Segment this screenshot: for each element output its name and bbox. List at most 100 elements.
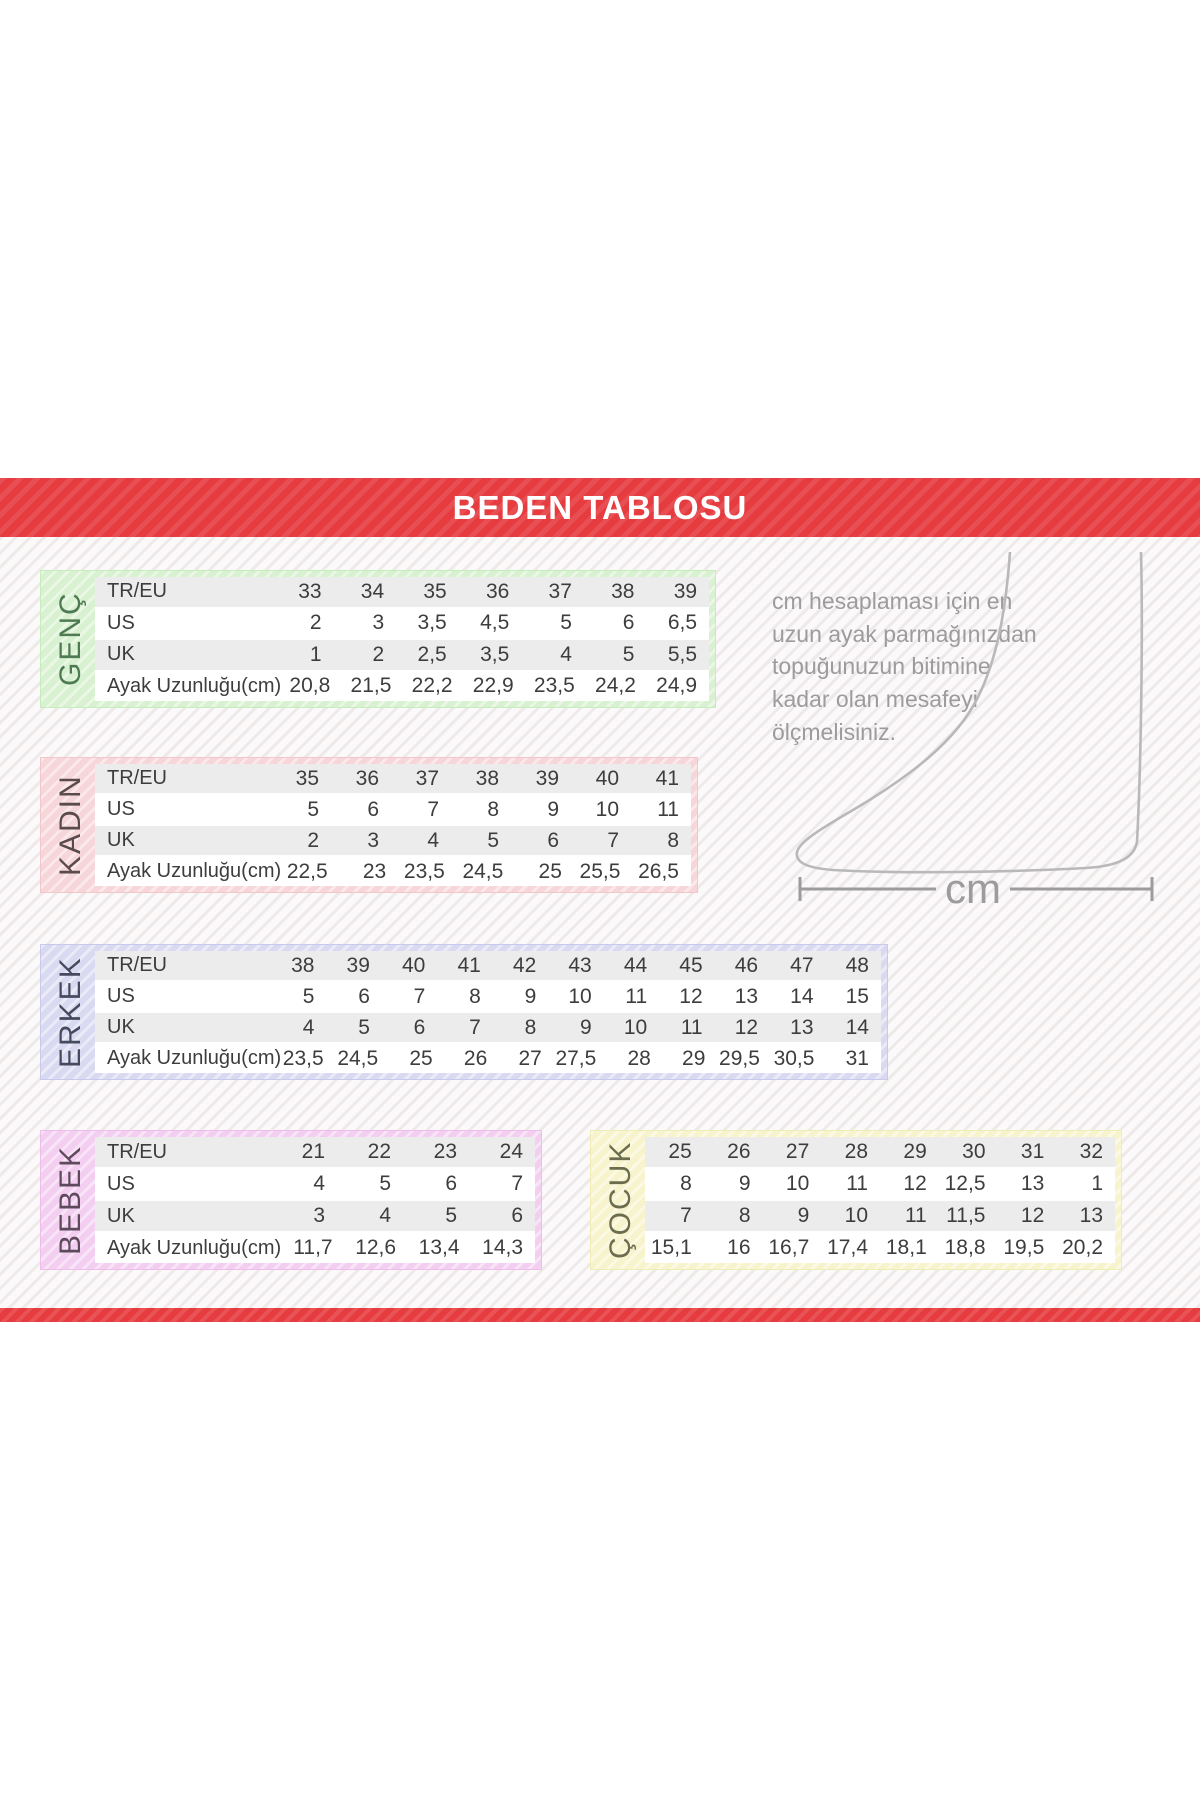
size-value: 6 bbox=[413, 1015, 426, 1039]
size-value: 4 bbox=[560, 642, 572, 666]
size-value: 28 bbox=[844, 1140, 868, 1163]
measurement-instruction: cm hesaplaması için en uzun ayak parmağı… bbox=[772, 588, 1037, 745]
size-value: 10 bbox=[844, 1204, 868, 1227]
size-value: 7 bbox=[511, 1172, 523, 1195]
size-value: 9 bbox=[524, 984, 537, 1008]
size-value: 24,2 bbox=[595, 674, 636, 698]
size-value: 39 bbox=[673, 579, 698, 603]
size-value: 2 bbox=[372, 642, 385, 666]
size-value: 24,5 bbox=[462, 859, 504, 883]
size-value: 14,3 bbox=[482, 1236, 524, 1259]
table-row: Ayak Uzunluğu(cm) 20,8 21,5 22,2 22,9 23,5 24,… bbox=[95, 671, 709, 701]
size-value: 6 bbox=[367, 797, 379, 821]
size-value: 1 bbox=[309, 642, 322, 666]
bottom-accent-strip bbox=[0, 1308, 1200, 1322]
size-table: TR/EU 33 34 35 36 37 38 39 US 2 3 3,5 4,5 5 6 6,5 UK 1 2 2,… bbox=[95, 577, 709, 701]
table-row: 25 26 27 28 29 30 31 32 bbox=[645, 1137, 1115, 1167]
size-value: 4 bbox=[302, 1015, 315, 1039]
size-value: 6 bbox=[445, 1172, 457, 1195]
size-value: 40 bbox=[402, 953, 426, 977]
size-value: 4 bbox=[379, 1204, 391, 1227]
row-header: Ayak Uzunluğu(cm) bbox=[107, 1047, 282, 1069]
size-value: 7 bbox=[427, 797, 439, 821]
size-value: 20,2 bbox=[1062, 1236, 1103, 1259]
size-value: 10 bbox=[568, 984, 592, 1008]
size-value: 6,5 bbox=[667, 611, 698, 635]
size-value: 33 bbox=[298, 579, 322, 603]
size-value: 7 bbox=[607, 828, 619, 852]
size-value: 42 bbox=[512, 953, 537, 977]
size-value: 10 bbox=[623, 1015, 648, 1039]
size-value: 39 bbox=[346, 953, 370, 977]
size-value: 6 bbox=[547, 828, 559, 852]
table-row: Ayak Uzunluğu(cm) 23,5 24,5 25 26 27 27,5 28 29 2… bbox=[95, 1044, 881, 1073]
cm-label: cm bbox=[945, 865, 1001, 908]
table-row: US 4 5 6 7 bbox=[95, 1169, 535, 1199]
size-value: 2 bbox=[307, 828, 319, 852]
title-banner: BEDEN TABLOSU bbox=[0, 478, 1200, 537]
size-value: 48 bbox=[845, 953, 869, 977]
size-value: 12 bbox=[734, 1015, 759, 1039]
size-value: 2 bbox=[309, 611, 322, 635]
size-value: 5 bbox=[487, 828, 499, 852]
size-value: 9 bbox=[797, 1204, 810, 1227]
size-value: 41 bbox=[655, 766, 679, 790]
size-value: 25 bbox=[409, 1046, 433, 1070]
size-table-bebek: BEBEK TR/EU 21 22 23 24 US 4 5 6 7 UK 3 4 5 6 Ayak Uzun… bbox=[40, 1130, 542, 1270]
size-value: 6 bbox=[358, 984, 370, 1008]
size-value: 2,5 bbox=[417, 642, 447, 666]
table-category-label: BEBEK bbox=[54, 1144, 87, 1256]
size-value: 13 bbox=[734, 984, 759, 1008]
size-value: 27,5 bbox=[555, 1046, 597, 1070]
size-value: 12,5 bbox=[944, 1172, 986, 1195]
size-value: 4 bbox=[427, 828, 439, 852]
size-value: 44 bbox=[623, 953, 648, 977]
size-value: 20,8 bbox=[289, 674, 331, 698]
table-row: TR/EU 33 34 35 36 37 38 39 bbox=[95, 577, 709, 607]
table-row: US 5 6 7 8 9 10 11 12 13 14 15 bbox=[95, 982, 881, 1011]
size-value: 23,5 bbox=[403, 859, 445, 883]
size-value: 12 bbox=[679, 984, 703, 1008]
size-value: 12 bbox=[1020, 1204, 1045, 1227]
row-header: TR/EU bbox=[107, 1140, 167, 1163]
size-value: 13 bbox=[790, 1015, 814, 1039]
size-value: 27 bbox=[785, 1140, 810, 1163]
size-value: 11 bbox=[680, 1015, 703, 1039]
size-value: 9 bbox=[580, 1015, 592, 1039]
size-value: 5 bbox=[445, 1204, 457, 1227]
size-value: 32 bbox=[1079, 1140, 1103, 1163]
size-value: 11 bbox=[846, 1172, 868, 1195]
size-value: 26 bbox=[727, 1140, 751, 1163]
table-row: UK 2 3 4 5 6 7 8 bbox=[95, 826, 691, 855]
row-header: TR/EU bbox=[107, 954, 167, 976]
table-row: UK 1 2 2,5 3,5 4 5 5,5 bbox=[95, 640, 709, 670]
row-header: TR/EU bbox=[107, 767, 167, 789]
size-value: 18,1 bbox=[885, 1236, 927, 1259]
size-value: 24,9 bbox=[656, 674, 698, 698]
size-value: 5,5 bbox=[667, 642, 698, 666]
size-value: 23,5 bbox=[282, 1046, 324, 1070]
size-value: 13 bbox=[1079, 1204, 1103, 1227]
size-value: 29 bbox=[903, 1140, 927, 1163]
size-value: 5 bbox=[307, 797, 319, 821]
size-value: 29 bbox=[682, 1046, 706, 1070]
table-category-label: ÇOCUK bbox=[604, 1140, 637, 1260]
size-value: 22 bbox=[367, 1140, 391, 1163]
size-value: 3,5 bbox=[417, 611, 447, 635]
size-value: 5 bbox=[379, 1172, 391, 1195]
size-table: TR/EU 35 36 37 38 39 40 41 US 5 6 7 8 9 10 11 UK 2 3 4 5 6 7 8 A… bbox=[95, 764, 691, 886]
size-value: 8 bbox=[469, 984, 481, 1008]
size-value: 22,2 bbox=[411, 674, 453, 698]
size-value: 11,7 bbox=[293, 1236, 333, 1259]
size-value: 3,5 bbox=[480, 642, 510, 666]
row-header: Ayak Uzunluğu(cm) bbox=[107, 860, 282, 882]
size-value: 1 bbox=[1091, 1172, 1103, 1195]
size-value: 8 bbox=[738, 1204, 751, 1227]
size-value: 23,5 bbox=[533, 674, 575, 698]
size-value: 25 bbox=[538, 859, 562, 883]
size-value: 47 bbox=[790, 953, 814, 977]
size-value: 7 bbox=[413, 984, 426, 1008]
size-value: 35 bbox=[295, 766, 319, 790]
size-value: 15 bbox=[845, 984, 869, 1008]
size-value: 34 bbox=[360, 579, 385, 603]
